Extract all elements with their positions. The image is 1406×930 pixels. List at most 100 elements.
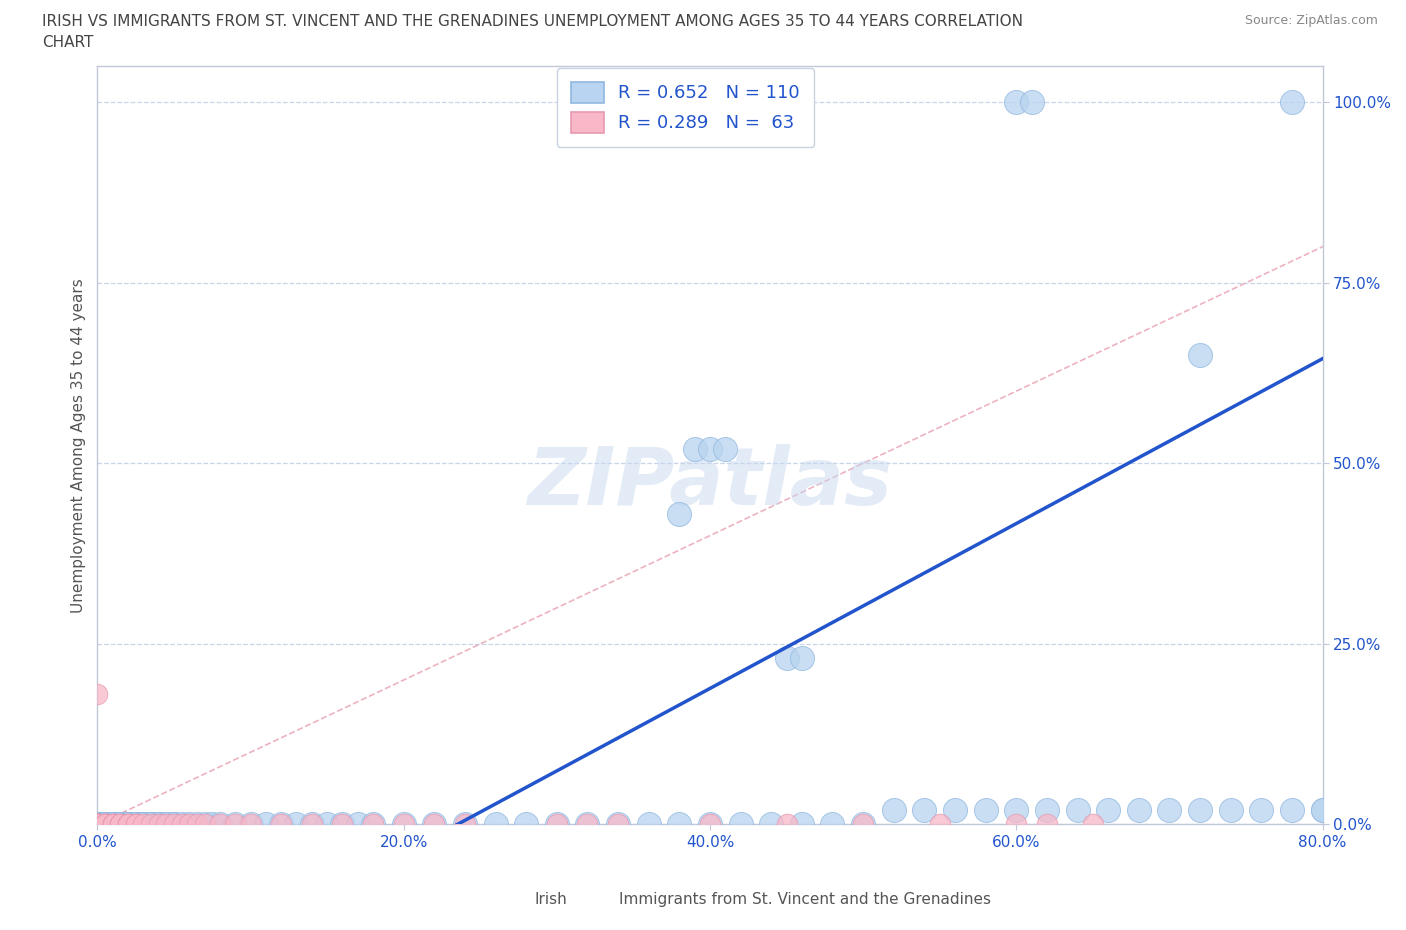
Point	[454, 817, 477, 832]
Point	[94, 817, 117, 832]
Text: ZIPatlas: ZIPatlas	[527, 445, 893, 523]
Point	[117, 817, 139, 832]
Point	[943, 803, 966, 817]
Point	[186, 817, 208, 832]
Point	[576, 817, 599, 832]
Point	[1097, 803, 1119, 817]
Text: Irish: Irish	[534, 892, 567, 907]
Point	[101, 817, 124, 832]
Point	[124, 817, 146, 832]
Point	[86, 817, 108, 832]
Point	[110, 817, 132, 832]
Point	[155, 817, 177, 832]
Point	[117, 817, 139, 832]
Point	[208, 817, 231, 832]
Point	[423, 817, 446, 832]
Point	[332, 817, 354, 832]
Point	[94, 817, 117, 832]
Point	[683, 442, 706, 457]
Point	[1081, 817, 1104, 832]
Point	[285, 817, 308, 832]
Point	[155, 817, 177, 832]
Point	[332, 817, 354, 832]
Point	[1281, 803, 1303, 817]
Point	[101, 817, 124, 832]
Point	[170, 817, 193, 832]
Point	[775, 817, 797, 832]
Point	[361, 817, 384, 832]
Point	[124, 817, 146, 832]
Point	[546, 817, 568, 832]
Point	[852, 817, 875, 832]
Point	[101, 817, 124, 832]
Point	[928, 817, 950, 832]
Point	[637, 817, 659, 832]
Point	[607, 817, 630, 832]
Point	[1036, 817, 1059, 832]
Point	[86, 817, 108, 832]
Point	[117, 817, 139, 832]
Point	[1036, 803, 1059, 817]
Point	[86, 817, 108, 832]
Point	[86, 817, 108, 832]
Point	[132, 817, 155, 832]
Text: Source: ZipAtlas.com: Source: ZipAtlas.com	[1244, 14, 1378, 27]
Point	[86, 817, 108, 832]
Point	[86, 817, 108, 832]
Point	[110, 817, 132, 832]
Point	[699, 817, 721, 832]
Point	[124, 817, 146, 832]
Point	[139, 817, 162, 832]
Point	[110, 817, 132, 832]
Point	[94, 817, 117, 832]
Point	[86, 817, 108, 832]
Point	[392, 817, 415, 832]
Point	[179, 817, 201, 832]
Point	[576, 817, 599, 832]
Point	[1189, 803, 1212, 817]
Point	[821, 817, 844, 832]
Point	[790, 817, 813, 832]
Point	[1021, 95, 1043, 110]
Point	[110, 817, 132, 832]
Point	[155, 817, 177, 832]
Point	[86, 817, 108, 832]
Text: CHART: CHART	[42, 35, 94, 50]
Point	[101, 817, 124, 832]
Point	[110, 817, 132, 832]
Point	[1066, 803, 1088, 817]
Point	[163, 817, 186, 832]
Point	[668, 507, 690, 522]
Point	[668, 817, 690, 832]
Point	[1005, 95, 1028, 110]
Point	[101, 817, 124, 832]
Point	[775, 651, 797, 666]
Point	[1159, 803, 1181, 817]
Point	[301, 817, 323, 832]
Point	[1189, 348, 1212, 363]
Point	[110, 817, 132, 832]
Point	[454, 817, 477, 832]
Point	[86, 817, 108, 832]
Point	[101, 817, 124, 832]
Point	[714, 442, 737, 457]
Point	[86, 817, 108, 832]
Text: IRISH VS IMMIGRANTS FROM ST. VINCENT AND THE GRENADINES UNEMPLOYMENT AMONG AGES : IRISH VS IMMIGRANTS FROM ST. VINCENT AND…	[42, 14, 1024, 29]
Point	[546, 817, 568, 832]
Point	[270, 817, 292, 832]
Point	[1281, 95, 1303, 110]
Point	[124, 817, 146, 832]
Point	[86, 817, 108, 832]
Point	[117, 817, 139, 832]
Point	[86, 817, 108, 832]
Point	[148, 817, 170, 832]
Point	[186, 817, 208, 832]
Point	[86, 817, 108, 832]
Point	[124, 817, 146, 832]
Point	[132, 817, 155, 832]
Point	[193, 817, 215, 832]
Point	[101, 817, 124, 832]
Point	[1250, 803, 1272, 817]
Point	[1219, 803, 1241, 817]
Point	[239, 817, 262, 832]
